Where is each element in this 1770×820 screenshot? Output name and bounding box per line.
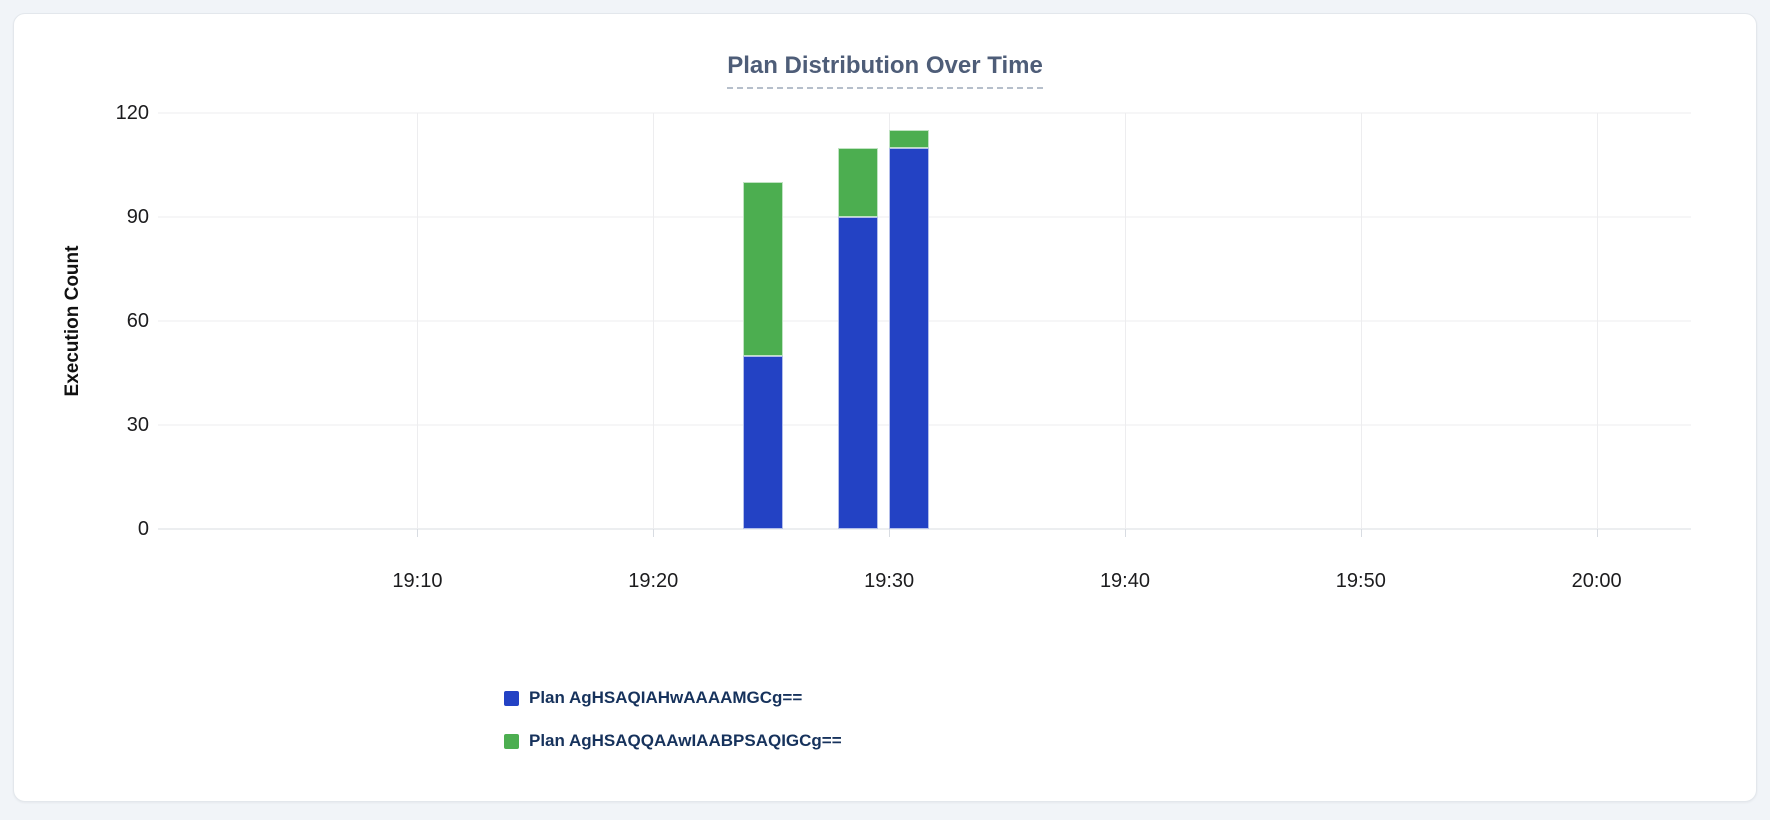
x-tick-label: 20:00 bbox=[1571, 570, 1622, 592]
x-tick-mark bbox=[1596, 529, 1598, 537]
x-tick-label: 19:20 bbox=[628, 570, 679, 592]
y-tick-label: 90 bbox=[126, 206, 149, 228]
chart-title-row: Plan Distribution Over Time bbox=[14, 52, 1756, 89]
legend: Plan AgHSAQIAHwAAAAMGCg== Plan AgHSAQQAAw… bbox=[504, 687, 842, 773]
bar-segment-series-1[interactable] bbox=[743, 355, 784, 529]
x-tick-mark bbox=[653, 529, 655, 537]
y-axis-title: Execution Count bbox=[62, 245, 83, 397]
bar-segment-series-2[interactable] bbox=[743, 182, 784, 356]
y-tick-label: 120 bbox=[115, 102, 149, 124]
v-gridline bbox=[1596, 113, 1598, 529]
x-tick-label: 19:40 bbox=[1099, 570, 1150, 592]
x-tick-mark bbox=[1360, 529, 1362, 537]
legend-label: Plan AgHSAQQAAwIAABPSAQIGCg== bbox=[529, 731, 842, 750]
v-gridline bbox=[417, 113, 419, 529]
legend-item[interactable]: Plan AgHSAQIAHwAAAAMGCg== bbox=[504, 687, 842, 709]
stacked-bar[interactable] bbox=[837, 113, 878, 529]
h-gridline bbox=[158, 112, 1691, 114]
chart-card: Plan Distribution Over Time Execution Co… bbox=[13, 13, 1757, 802]
x-tick-mark bbox=[417, 529, 419, 537]
plot-area bbox=[158, 112, 1691, 537]
bar-segment-series-2[interactable] bbox=[837, 147, 878, 217]
bar-segment-series-1[interactable] bbox=[888, 147, 929, 529]
v-gridline bbox=[1124, 113, 1126, 529]
chart-title[interactable]: Plan Distribution Over Time bbox=[727, 52, 1043, 89]
stacked-bar[interactable] bbox=[743, 113, 784, 529]
y-tick-label: 30 bbox=[126, 414, 149, 436]
bar-segment-series-2[interactable] bbox=[888, 130, 929, 148]
v-gridline bbox=[1360, 113, 1362, 529]
legend-item[interactable]: Plan AgHSAQQAAwIAABPSAQIGCg== bbox=[504, 730, 842, 752]
x-tick-label: 19:30 bbox=[864, 570, 915, 592]
legend-swatch-icon bbox=[504, 690, 519, 706]
x-tick-mark bbox=[889, 529, 891, 537]
bar-segment-series-1[interactable] bbox=[837, 217, 878, 529]
y-tick-label: 0 bbox=[137, 518, 149, 540]
x-tick-mark bbox=[1124, 529, 1126, 537]
y-tick-label: 60 bbox=[126, 310, 149, 332]
stacked-bar[interactable] bbox=[888, 113, 929, 529]
legend-label: Plan AgHSAQIAHwAAAAMGCg== bbox=[529, 688, 803, 707]
v-gridline bbox=[653, 113, 655, 529]
x-tick-label: 19:10 bbox=[392, 570, 443, 592]
h-gridline bbox=[158, 528, 1691, 530]
x-axis-labels: 19:10 19:20 19:30 19:40 19:50 20:00 bbox=[158, 570, 1691, 592]
x-tick-label: 19:50 bbox=[1335, 570, 1386, 592]
legend-swatch-icon bbox=[504, 733, 519, 749]
y-axis-labels: 0 30 60 90 120 bbox=[89, 102, 149, 540]
